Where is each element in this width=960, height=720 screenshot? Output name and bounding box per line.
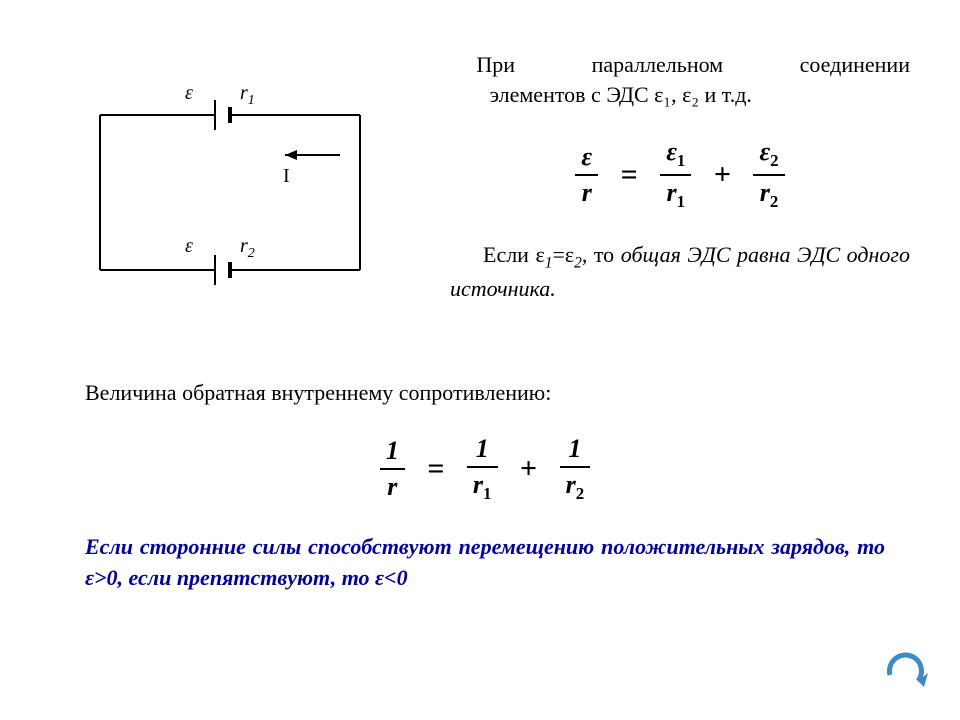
if-text: Если ε1=ε2, то общая ЭДС равна ЭДС одног… bbox=[450, 240, 910, 305]
circuit-diagram: ε r1 ε r2 I bbox=[90, 90, 370, 295]
next-slide-button[interactable] bbox=[880, 645, 930, 700]
topright-block: При параллельном соединении элементов с … bbox=[450, 50, 910, 305]
frac-t1: ε1 r1 bbox=[660, 137, 691, 211]
frac-r-t2: 1 r2 bbox=[560, 434, 591, 504]
blue-conclusion: Если сторонние силы способствуют перемещ… bbox=[85, 532, 885, 594]
label-eps2: ε bbox=[185, 235, 193, 258]
mid-text: Величина обратная внутреннему сопротивле… bbox=[85, 380, 885, 406]
return-arrow-icon bbox=[880, 645, 930, 695]
frac-r-lhs: 1 r bbox=[380, 436, 405, 502]
label-r2: r2 bbox=[240, 235, 255, 262]
equation-r: 1 r = 1 r1 + 1 r2 bbox=[85, 434, 885, 504]
intro-text: При параллельном соединении элементов с … bbox=[450, 50, 910, 109]
circuit-svg bbox=[90, 90, 370, 295]
frac-t2: ε2 r2 bbox=[753, 137, 784, 211]
label-eps1: ε bbox=[185, 82, 193, 105]
slide-root: ε r1 ε r2 I При параллельном соединении … bbox=[0, 0, 960, 720]
label-r1: r1 bbox=[240, 82, 255, 109]
mid-block: Величина обратная внутреннему сопротивле… bbox=[85, 380, 885, 594]
label-I: I bbox=[283, 165, 290, 188]
equation-emf: ε r = ε1 r1 + ε2 r2 bbox=[450, 137, 910, 211]
frac-r-t1: 1 r1 bbox=[467, 434, 498, 504]
frac-lhs: ε r bbox=[575, 142, 598, 208]
